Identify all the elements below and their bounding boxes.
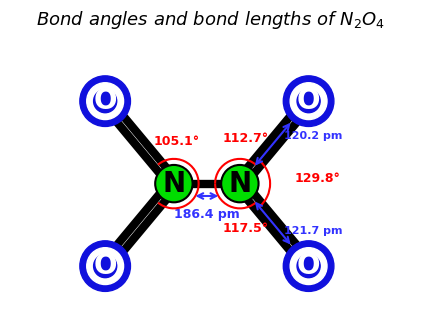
Text: 186.4 pm: 186.4 pm [174, 208, 240, 222]
Text: 105.1°: 105.1° [154, 135, 200, 148]
Circle shape [155, 165, 192, 202]
Circle shape [94, 255, 117, 278]
Circle shape [297, 90, 320, 113]
Circle shape [290, 248, 327, 284]
Circle shape [221, 165, 259, 202]
Circle shape [94, 90, 117, 113]
Text: 129.8°: 129.8° [295, 172, 341, 185]
Circle shape [283, 76, 334, 126]
Text: 121.7 pm: 121.7 pm [284, 226, 342, 236]
Text: 112.7°: 112.7° [222, 132, 268, 145]
Circle shape [283, 241, 334, 291]
Text: O: O [93, 252, 117, 280]
Text: N: N [162, 170, 185, 198]
Text: 117.5°: 117.5° [222, 222, 268, 235]
Circle shape [87, 83, 124, 119]
Text: O: O [297, 252, 320, 280]
Circle shape [297, 255, 320, 278]
Circle shape [80, 241, 130, 291]
Text: $\mathbf{\it{Bond\ angles\ and\ bond\ lengths\ of\ N_2O_4}}$: $\mathbf{\it{Bond\ angles\ and\ bond\ le… [36, 9, 386, 32]
Circle shape [87, 248, 124, 284]
Circle shape [290, 83, 327, 119]
Text: N: N [228, 170, 252, 198]
Text: 120.2 pm: 120.2 pm [284, 131, 342, 142]
Circle shape [80, 76, 130, 126]
Text: O: O [297, 87, 320, 115]
Text: O: O [93, 87, 117, 115]
